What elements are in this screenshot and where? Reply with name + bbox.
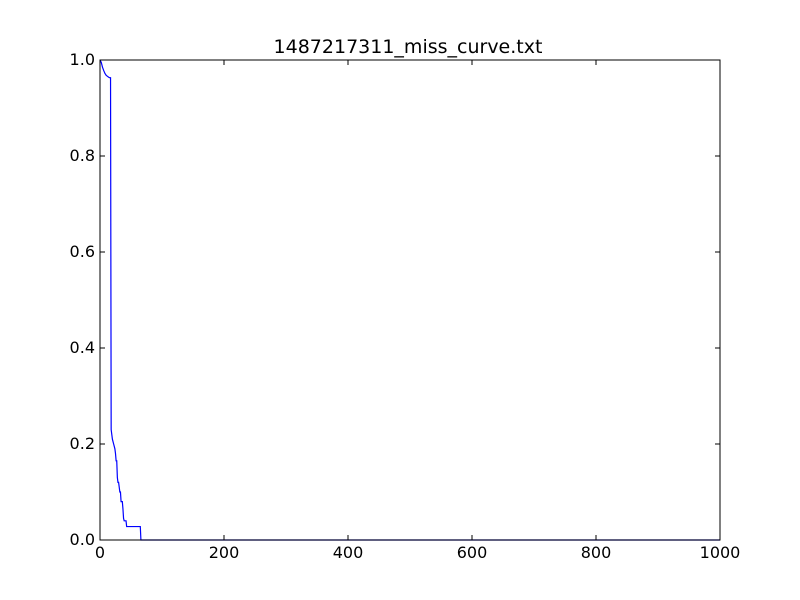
ticks-layer: 0 200 400 600 800 1000 0.0 0.2 0.4 0.6 0.8 1.0 xyxy=(70,50,741,562)
y-tick-label: 0.6 xyxy=(70,242,95,261)
x-tick-label: 400 xyxy=(333,543,364,562)
y-tick-label: 0.4 xyxy=(70,338,95,357)
x-tick-label: 1000 xyxy=(700,543,741,562)
plot-area-frame xyxy=(99,59,721,541)
x-tick-label: 600 xyxy=(457,543,488,562)
series-layer xyxy=(99,59,720,541)
y-tick-label: 0.2 xyxy=(70,434,95,453)
y-tick-label: 1.0 xyxy=(70,50,95,69)
x-tick-label: 800 xyxy=(581,543,612,562)
chart-title: 1487217311_miss_curve.txt xyxy=(274,36,543,58)
x-tick-label: 200 xyxy=(209,543,240,562)
y-tick-label: 0.0 xyxy=(70,530,95,549)
series-line-0 xyxy=(99,59,720,541)
x-tick-label: 0 xyxy=(95,543,105,562)
y-tick-label: 0.8 xyxy=(70,146,95,165)
